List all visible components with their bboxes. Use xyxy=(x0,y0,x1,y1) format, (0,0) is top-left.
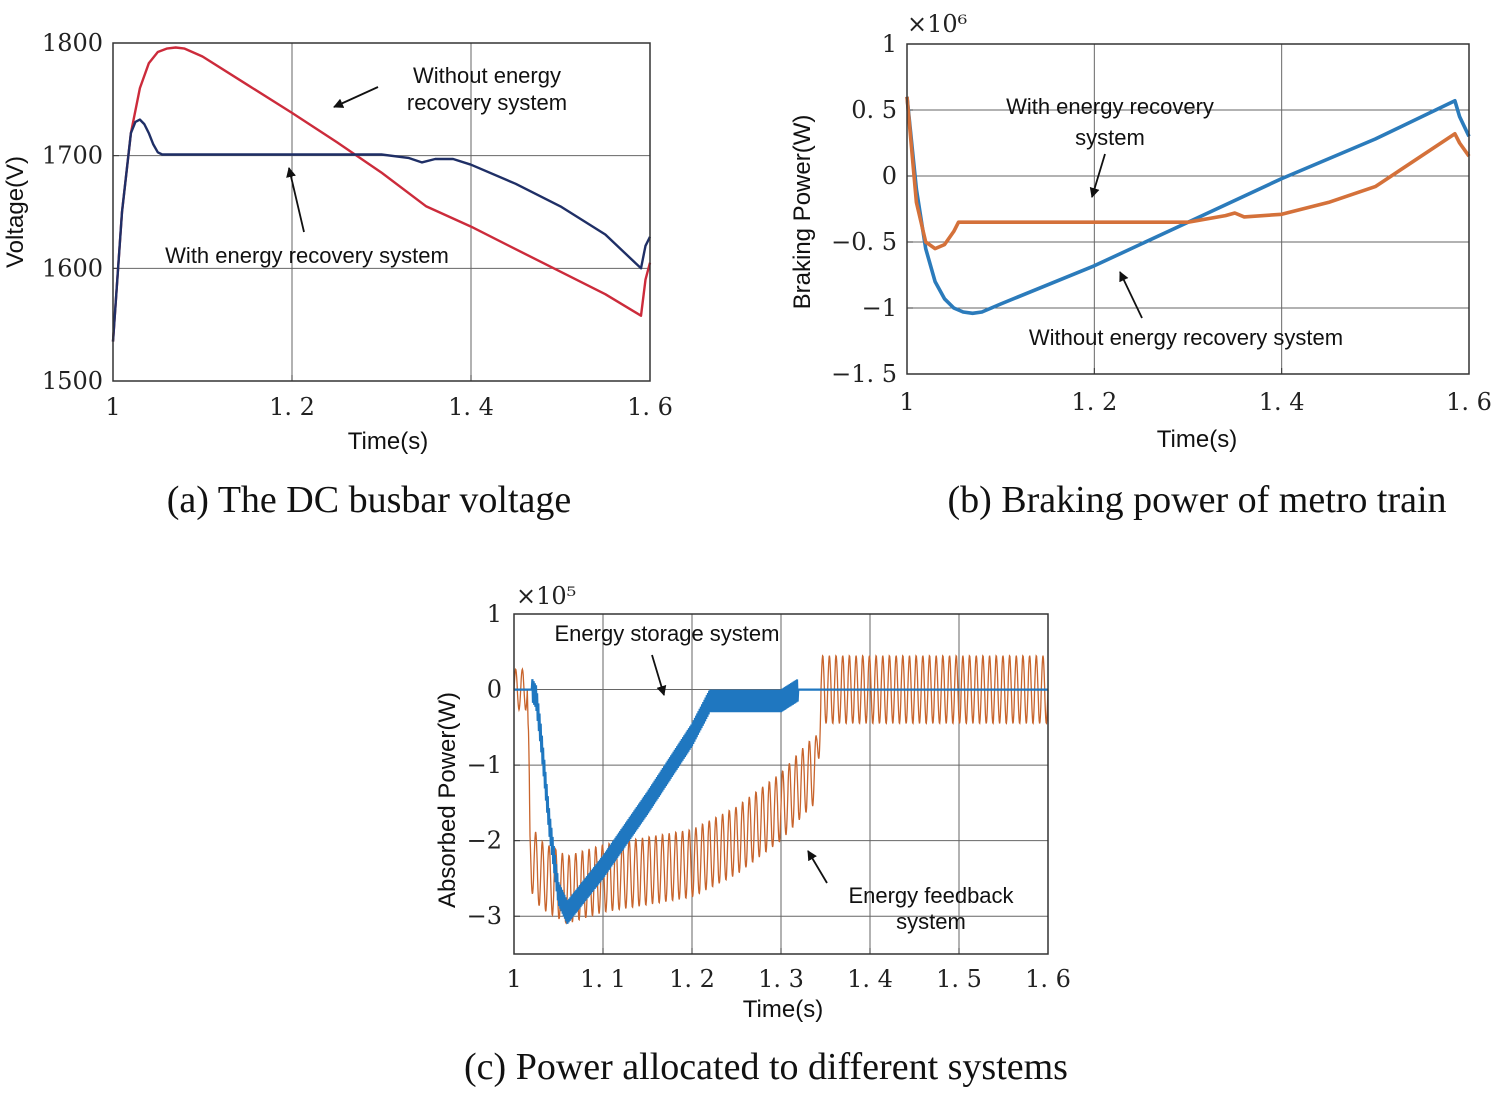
chart-a-x-tick-label: 1. 6 xyxy=(627,393,673,421)
chart-b-x-tick-label: 1 xyxy=(899,388,914,416)
chart-c-annotation-storage: Energy storage system xyxy=(555,621,780,646)
chart-b-annotation-with-line2: system xyxy=(1075,125,1145,150)
chart-c-arrow-storage xyxy=(651,654,667,696)
chart-c-x-tick-label: 1. 3 xyxy=(758,965,804,993)
chart-b-y-axis-label: Braking Power(W) xyxy=(789,115,816,310)
chart-b-x-tick-label: 1. 2 xyxy=(1071,388,1117,416)
chart-c-series xyxy=(513,654,1049,925)
chart-b-scale-label: ×10⁶ xyxy=(907,10,967,38)
chart-a-y-tick-label: 1500 xyxy=(42,367,103,395)
chart-b-series-with-energy-recovery-system xyxy=(905,96,1471,251)
chart-b-x-tick-label: 1. 6 xyxy=(1446,388,1492,416)
chart-c-series-energy-feedback-system xyxy=(513,654,1049,925)
chart-a-x-axis-label: Time(s) xyxy=(348,428,428,455)
chart-a-annotation-without-line1: Without energy xyxy=(413,63,561,88)
chart-b-y-tick-label: −1 xyxy=(862,294,897,322)
chart-a-x-tick-label: 1 xyxy=(105,393,120,421)
chart-c-caption: (c) Power allocated to different systems xyxy=(464,1046,1068,1088)
chart-c-x-axis-label: Time(s) xyxy=(743,996,823,1023)
chart-b-y-ticks: −1. 5 −1 −0. 5 0 0. 5 1 xyxy=(831,30,897,388)
chart-a-caption: (a) The DC busbar voltage xyxy=(167,479,572,521)
chart-b-x-tick-label: 1. 4 xyxy=(1259,388,1305,416)
chart-c-y-tick-label: −2 xyxy=(467,827,502,855)
chart-c-power-allocation: 1 1. 1 1. 2 1. 3 1. 4 1. 5 1. 6 −3−2−101 ×10⁵ … xyxy=(434,582,1071,1088)
chart-c-x-tick-label: 1. 1 xyxy=(580,965,626,993)
chart-b-annotation-without: Without energy recovery system xyxy=(1029,325,1343,350)
chart-c-annotation-feedback-line2: system xyxy=(896,909,966,934)
chart-b-series xyxy=(905,96,1471,316)
chart-a-annotation-without-line2: recovery system xyxy=(407,90,567,115)
chart-b-x-ticks: 1 1. 2 1. 4 1. 6 xyxy=(899,388,1492,416)
chart-a-y-axis-label: Voltage(V) xyxy=(2,156,29,268)
chart-b-caption: (b) Braking power of metro train xyxy=(947,479,1446,521)
chart-c-x-tick-label: 1. 5 xyxy=(936,965,982,993)
chart-c-series-energy-storage-system xyxy=(514,679,1048,924)
chart-c-y-tick-label: −1 xyxy=(467,751,502,779)
chart-a-arrow-without xyxy=(333,86,379,108)
chart-b-x-axis-label: Time(s) xyxy=(1157,426,1237,453)
chart-c-x-tick-label: 1 xyxy=(506,965,521,993)
chart-a-y-ticks: 1500 1600 1700 1800 xyxy=(42,29,103,395)
chart-c-y-ticks: −3 −2 −1 0 1 xyxy=(467,600,502,930)
chart-b-grid xyxy=(906,43,1470,375)
chart-a-x-tick-label: 1. 4 xyxy=(448,393,494,421)
chart-a-arrow-with xyxy=(286,167,305,233)
chart-c-y-tick-label: 0 xyxy=(487,676,502,704)
chart-b-arrow-without xyxy=(1119,271,1143,319)
chart-b-annotation-with-line1: With energy recovery xyxy=(1006,94,1214,119)
chart-c-y-axis-label: Absorbed Power(W) xyxy=(434,692,461,908)
chart-c-x-tick-label: 1. 2 xyxy=(669,965,715,993)
chart-b-plot-frame xyxy=(906,43,1470,375)
chart-c-scale-label: ×10⁵ xyxy=(516,582,576,610)
chart-b-arrow-with xyxy=(1089,153,1106,198)
chart-c-arrow-feedback xyxy=(807,850,828,884)
chart-c-y-tick-label: −3 xyxy=(467,902,502,930)
chart-a-series xyxy=(111,46,652,342)
chart-c-x-tick-label: 1. 6 xyxy=(1025,965,1071,993)
chart-a-x-ticks: 1 1. 2 1. 4 1. 6 xyxy=(105,393,673,421)
chart-c-annotation-feedback-line1: Energy feedback xyxy=(848,883,1014,908)
chart-a-series-without-energy-recovery-system xyxy=(111,46,652,342)
chart-b-y-tick-label: 1 xyxy=(882,30,897,58)
chart-b-series-without-energy-recovery-system xyxy=(905,96,1471,316)
chart-b-y-tick-label: 0. 5 xyxy=(851,96,897,124)
chart-b-y-tick-label: −0. 5 xyxy=(831,228,897,256)
chart-a-y-tick-label: 1800 xyxy=(42,29,103,57)
chart-a-x-tick-label: 1. 2 xyxy=(269,393,315,421)
chart-c-plot-frame xyxy=(513,613,1049,955)
chart-c-x-ticks: 1 1. 1 1. 2 1. 3 1. 4 1. 5 1. 6 xyxy=(506,965,1071,993)
chart-b-braking-power: 1 1. 2 1. 4 1. 6 −1. 5 −1 −0. 5 0 0. 5 1 ×10⁶ Ti… xyxy=(789,10,1492,521)
chart-c-x-tick-label: 1. 4 xyxy=(847,965,893,993)
chart-a-dc-busbar-voltage: 1 1. 2 1. 4 1. 6 1500 1600 1700 1800 Time(s) V… xyxy=(2,29,673,521)
chart-a-plot-frame xyxy=(112,42,651,382)
chart-b-y-tick-label: 0 xyxy=(882,162,897,190)
chart-a-y-tick-label: 1600 xyxy=(42,254,103,282)
chart-b-y-tick-label: −1. 5 xyxy=(831,360,897,388)
chart-a-y-tick-label: 1700 xyxy=(42,142,103,170)
chart-a-annotation-with: With energy recovery system xyxy=(165,243,449,268)
chart-a-series-with-energy-recovery-system xyxy=(111,118,652,342)
chart-c-y-tick-label: 1 xyxy=(487,600,502,628)
